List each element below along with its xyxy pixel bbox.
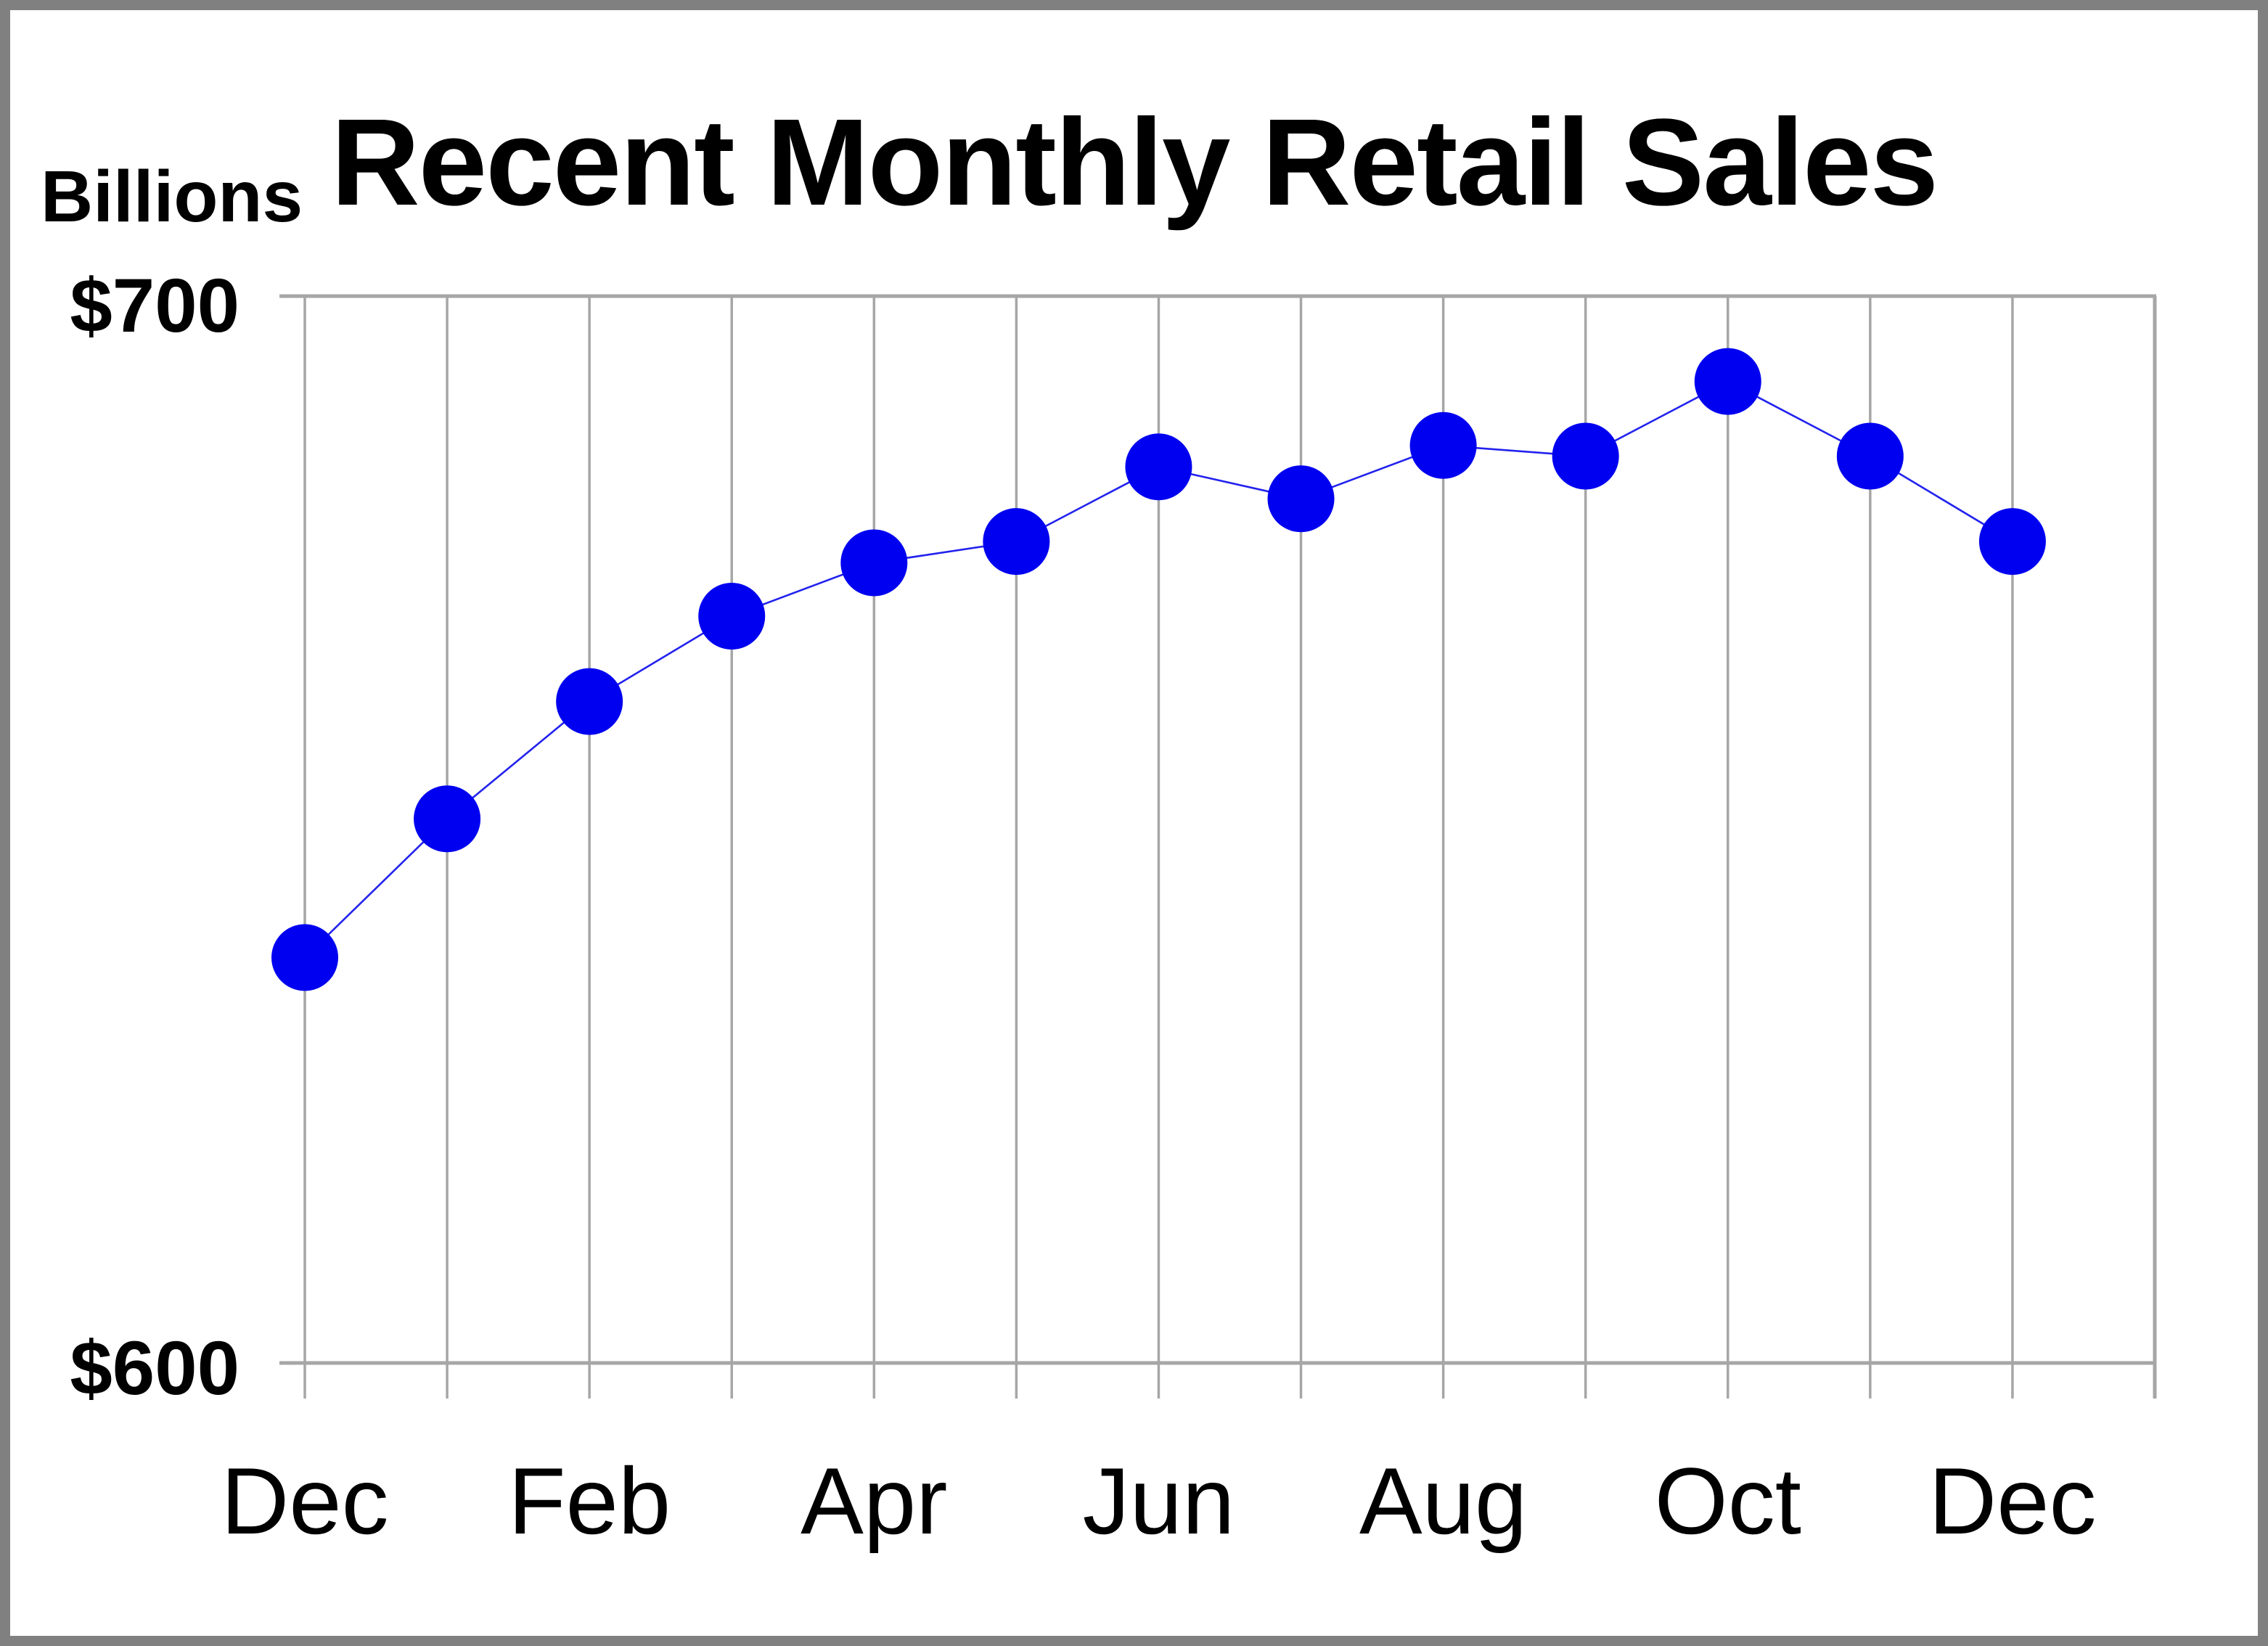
x-tick-label: Dec — [221, 1448, 388, 1554]
data-point-sep-9 — [1552, 422, 1619, 490]
data-point-oct-10 — [1694, 348, 1761, 415]
data-point-apr-4 — [840, 529, 908, 597]
data-point-mar-3 — [698, 583, 766, 650]
data-point-jun-6 — [1125, 433, 1192, 501]
chart-title: Recent Monthly Retail Sales — [330, 94, 1939, 232]
x-tick-label: Apr — [801, 1448, 947, 1554]
data-point-jul-7 — [1267, 465, 1335, 533]
data-point-may-5 — [983, 508, 1050, 576]
data-point-nov-11 — [1836, 422, 1904, 490]
x-tick-label: Oct — [1655, 1448, 1801, 1554]
data-point-jan-1 — [414, 785, 481, 853]
x-tick-label: Jun — [1083, 1448, 1235, 1554]
x-tick-label: Feb — [508, 1448, 671, 1554]
data-point-feb-2 — [556, 668, 623, 735]
y-axis-unit-label: Billions — [41, 156, 303, 237]
x-tick-label: Dec — [1928, 1448, 2096, 1554]
y-tick-label-600: $600 — [70, 1326, 240, 1411]
x-tick-label: Aug — [1359, 1448, 1527, 1554]
data-point-dec-12 — [1978, 508, 2046, 576]
data-point-aug-8 — [1409, 412, 1477, 479]
data-point-dec-0 — [271, 924, 338, 991]
y-tick-label-700: $700 — [70, 263, 240, 348]
